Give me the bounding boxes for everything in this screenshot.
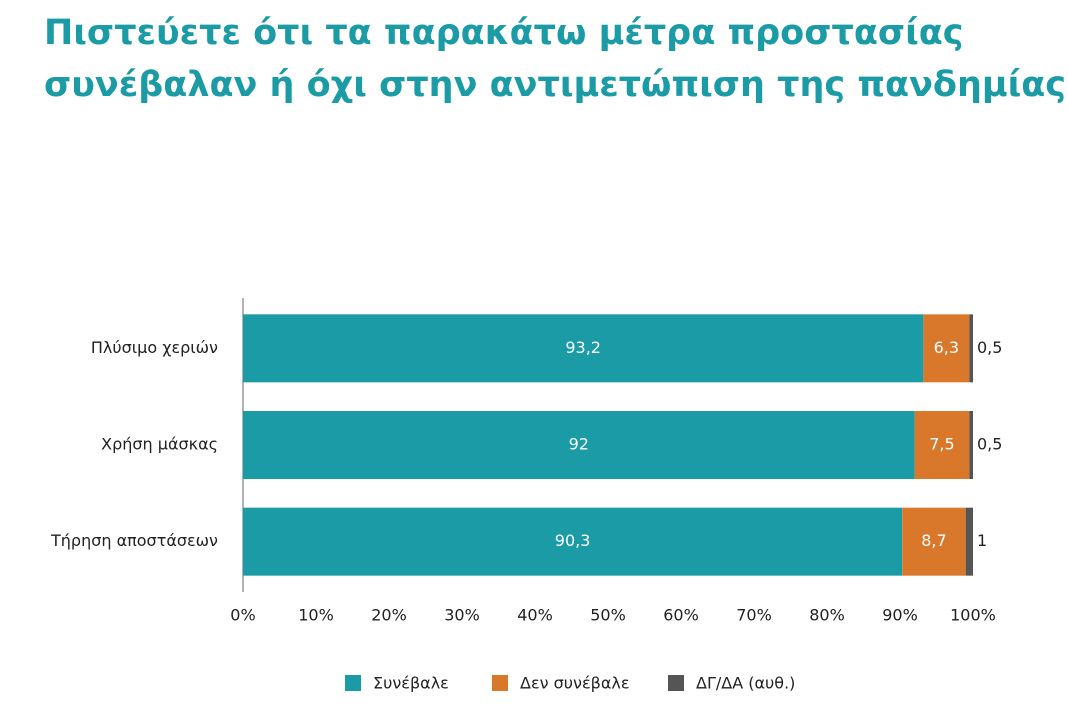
bar-segment [243, 314, 924, 383]
bar-segment [969, 411, 973, 479]
bar-segment [243, 411, 915, 479]
bar-segment [902, 507, 966, 576]
x-tick-label: 0% [230, 606, 255, 625]
x-tick-label: 80% [809, 606, 845, 625]
data-label: 6,3 [934, 338, 959, 357]
y-tick-label: Χρήση μάσκας [101, 435, 218, 454]
y-tick-label: Τήρηση αποστάσεων [50, 531, 218, 550]
legend-label: ΔΓ/ΔΑ (αυθ.) [696, 674, 795, 693]
data-label: 0,5 [977, 338, 1002, 357]
x-tick-label: 60% [663, 606, 699, 625]
data-label: 0,5 [977, 435, 1002, 454]
x-tick-label: 30% [444, 606, 480, 625]
legend-label: Συνέβαλε [373, 674, 449, 693]
data-label: 93,2 [565, 338, 601, 357]
x-tick-label: 40% [517, 606, 553, 625]
legend-swatch [668, 675, 684, 691]
legend-label: Δεν συνέβαλε [520, 674, 629, 693]
data-label: 90,3 [555, 531, 591, 550]
chart-title: συνέβαλαν ή όχι στην αντιμετώπιση της πα… [44, 65, 1068, 105]
x-tick-label: 20% [371, 606, 407, 625]
data-label: 92 [569, 435, 589, 454]
bar-segment [923, 314, 970, 383]
data-label: 7,5 [929, 435, 954, 454]
bar-segment [965, 507, 973, 576]
bar-segment [914, 411, 970, 479]
legend-swatch [345, 675, 361, 691]
x-tick-label: 100% [950, 606, 996, 625]
legend-swatch [492, 675, 508, 691]
x-tick-label: 70% [736, 606, 772, 625]
x-tick-label: 10% [298, 606, 334, 625]
x-tick-label: 90% [882, 606, 918, 625]
x-tick-label: 50% [590, 606, 626, 625]
bar-segment [969, 314, 973, 383]
data-label: 8,7 [921, 531, 946, 550]
bar-segment [243, 507, 903, 576]
data-label: 1 [977, 531, 987, 550]
y-tick-label: Πλύσιμο χεριών [91, 338, 218, 357]
chart-title: Πιστεύετε ότι τα παρακάτω μέτρα προστασί… [44, 13, 964, 53]
